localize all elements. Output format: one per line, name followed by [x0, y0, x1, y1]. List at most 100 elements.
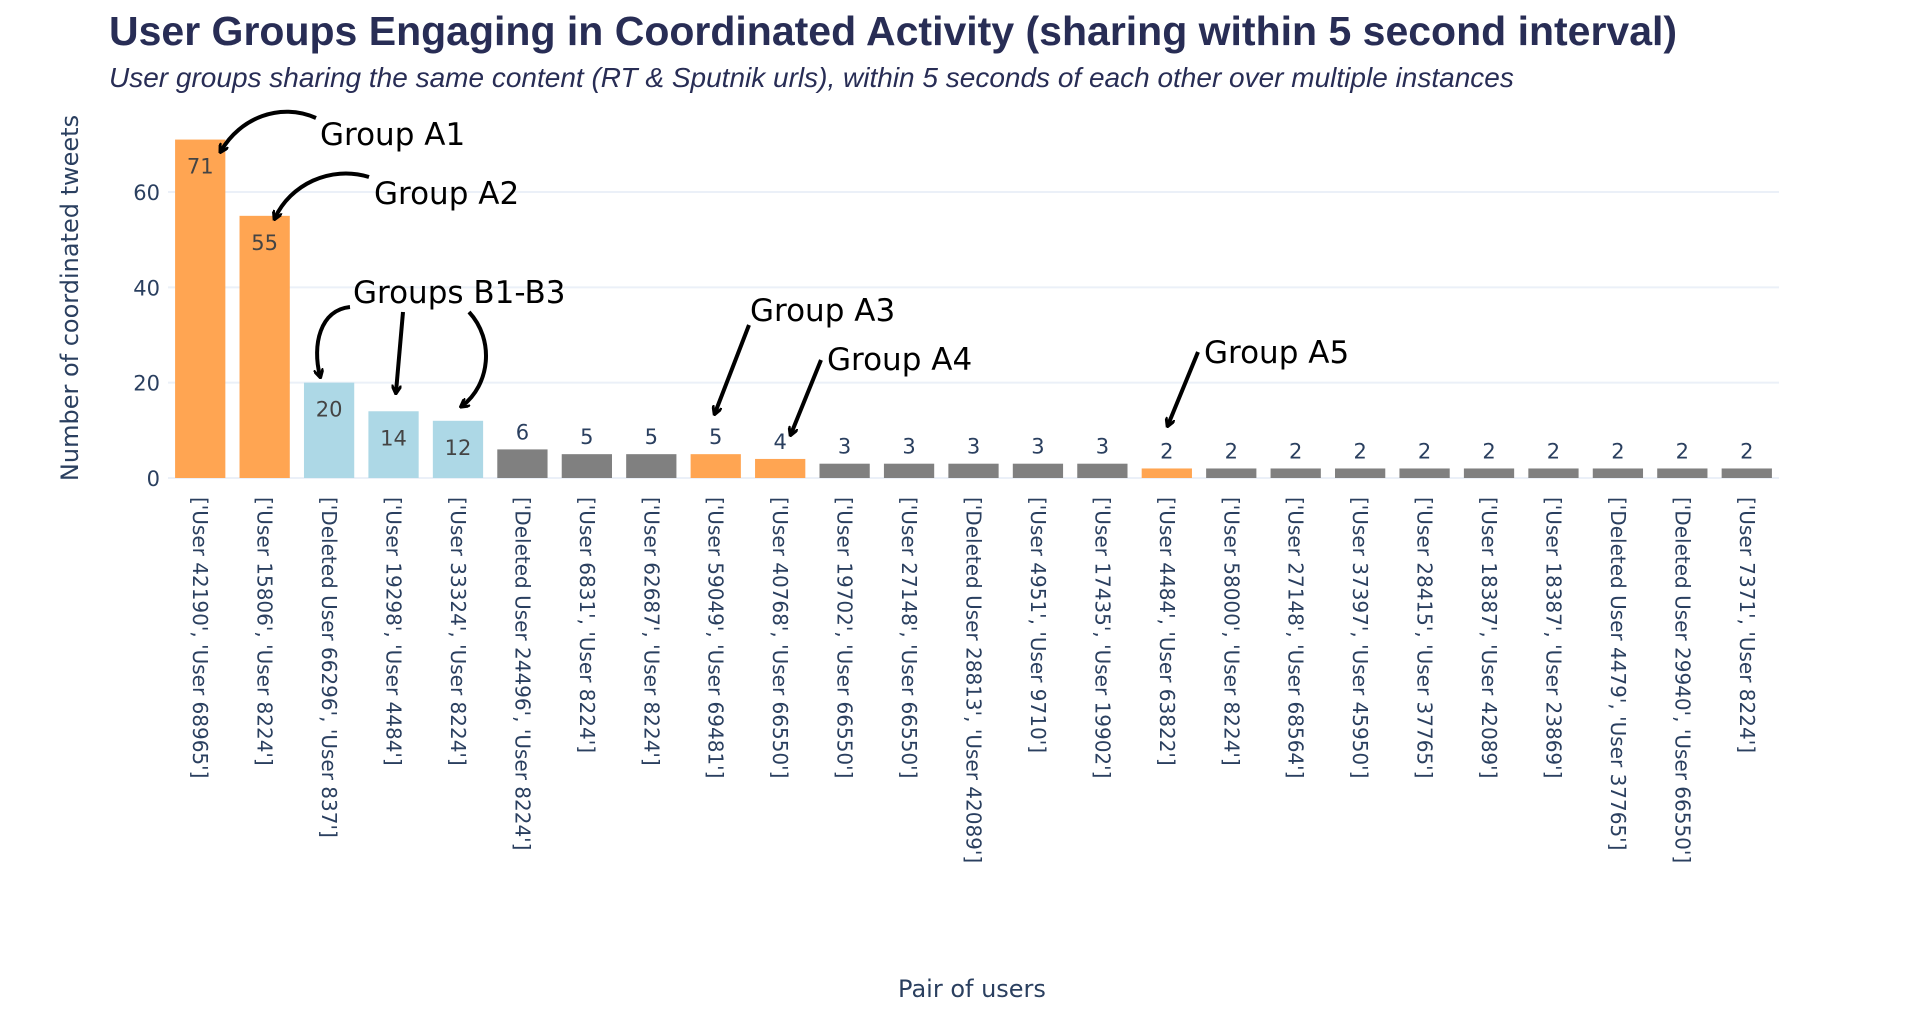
bar — [1463, 468, 1515, 478]
x-tick-label: ['User 27148', 'User 66550'] — [897, 497, 921, 778]
x-tick-label: ['User 19702', 'User 66550'] — [833, 497, 857, 778]
bar — [1721, 468, 1772, 478]
x-tick-label: ['User 7371', 'User 8224'] — [1735, 497, 1759, 753]
data-label: 2 — [1353, 439, 1366, 463]
x-tick-label: ['User 19298', 'User 4484'] — [382, 497, 406, 766]
bar — [1141, 468, 1192, 478]
bar — [1012, 463, 1064, 478]
data-label: 2 — [1289, 439, 1302, 463]
x-tick-label: ['Deleted User 28813', 'User 42089'] — [962, 497, 986, 863]
x-tick-label: ['User 33324', 'User 8224'] — [446, 497, 470, 766]
x-tick-labels: ['User 42190', 'User 68965'] ['User 15806… — [188, 497, 1759, 863]
x-axis-title: Pair of users — [898, 975, 1046, 1003]
chart-subtitle: User groups sharing the same content (RT… — [109, 62, 1514, 93]
y-tick-labels: 0 20 40 60 — [133, 181, 160, 491]
bar — [175, 139, 226, 479]
x-tick-label: ['User 6831', 'User 8224'] — [575, 497, 599, 753]
y-axis-title: Number of coordinated tweets — [56, 115, 84, 481]
data-label: 55 — [251, 231, 278, 255]
data-label: 3 — [902, 435, 915, 459]
data-label: 2 — [1740, 439, 1753, 463]
data-label: 6 — [516, 420, 529, 444]
bar — [1399, 468, 1450, 478]
data-label: 2 — [1225, 439, 1238, 463]
annotation-arrow — [715, 324, 751, 413]
data-label: 5 — [645, 425, 658, 449]
annotation-arrow — [221, 109, 317, 151]
annotation-label: Group A1 — [320, 117, 465, 153]
y-tick-label: 60 — [133, 181, 160, 205]
annotation-arrow — [1168, 351, 1200, 425]
annotation-label: Group A2 — [374, 176, 519, 212]
bar — [432, 420, 484, 478]
annotation-arrow — [791, 359, 823, 434]
bar — [819, 463, 870, 478]
x-tick-label: ['User 4951', 'User 9710'] — [1026, 497, 1050, 753]
x-tick-label: ['Deleted User 24496', 'User 8224'] — [510, 497, 534, 851]
data-label: 2 — [1676, 439, 1689, 463]
bar — [948, 463, 999, 478]
x-tick-label: ['User 40768', 'User 66550'] — [768, 497, 792, 778]
data-label: 20 — [316, 398, 343, 422]
bar — [368, 411, 419, 478]
x-tick-label: ['User 17435', 'User 19902'] — [1090, 497, 1114, 778]
x-tick-label: ['User 62687', 'User 8224'] — [639, 497, 663, 766]
x-tick-label: ['User 4484', 'User 63822'] — [1155, 497, 1179, 766]
annotation-arrow — [462, 310, 488, 406]
bar — [883, 463, 935, 478]
bars — [175, 139, 1772, 479]
bar — [690, 454, 741, 478]
data-label: 3 — [967, 435, 980, 459]
annotation-label: Group A5 — [1204, 335, 1349, 371]
data-label: 4 — [773, 430, 786, 454]
x-tick-label: ['User 37397', 'User 45950'] — [1348, 497, 1372, 778]
data-label: 2 — [1547, 439, 1560, 463]
x-tick-label: ['User 58000', 'User 8224'] — [1219, 497, 1243, 766]
annotation-label: Group A3 — [750, 293, 895, 329]
data-label: 3 — [1096, 435, 1109, 459]
bar — [1528, 468, 1579, 478]
data-label: 2 — [1611, 439, 1624, 463]
data-label: 5 — [580, 425, 593, 449]
data-label: 14 — [380, 426, 407, 450]
x-tick-label: ['User 28415', 'User 37765'] — [1413, 497, 1437, 778]
annotation-label: Group A4 — [827, 342, 972, 378]
annotation-label: Groups B1-B3 — [353, 275, 565, 311]
x-tick-label: ['Deleted User 4479', 'User 37765'] — [1606, 497, 1630, 851]
annotations: Group A1 Group A2 Groups B1-B3 Group A3 Grou… — [221, 109, 1349, 434]
bar — [1077, 463, 1128, 478]
bar — [755, 458, 806, 478]
bar — [626, 454, 677, 478]
data-label: 5 — [709, 425, 722, 449]
x-tick-label: ['User 18387', 'User 23869'] — [1541, 497, 1565, 778]
x-tick-label: ['User 27148', 'User 68564'] — [1284, 497, 1308, 778]
data-label: 71 — [187, 155, 214, 179]
bar — [1592, 468, 1644, 478]
data-label: 2 — [1160, 439, 1173, 463]
bar — [239, 215, 290, 479]
bar — [497, 449, 548, 478]
y-tick-label: 0 — [147, 467, 160, 491]
x-tick-label: ['User 18387', 'User 42089'] — [1477, 497, 1501, 778]
data-label: 2 — [1482, 439, 1495, 463]
x-tick-label: ['User 42190', 'User 68965'] — [188, 497, 212, 778]
data-label: 3 — [1031, 435, 1044, 459]
chart-title: User Groups Engaging in Coordinated Acti… — [109, 8, 1678, 54]
y-tick-label: 20 — [133, 372, 160, 396]
bar — [1206, 468, 1257, 478]
data-label: 12 — [445, 436, 472, 460]
x-tick-label: ['Deleted User 66296', 'User 837'] — [317, 497, 341, 838]
bar — [1270, 468, 1321, 478]
bar — [561, 454, 612, 478]
x-tick-label: ['Deleted User 29940', 'User 66550'] — [1670, 497, 1694, 863]
annotation-arrow — [275, 171, 370, 218]
bar — [1657, 468, 1708, 478]
annotation-arrow — [317, 305, 351, 376]
bar — [303, 382, 355, 478]
bar — [1335, 468, 1386, 478]
annotation-arrow — [396, 311, 405, 392]
x-tick-label: ['User 15806', 'User 8224'] — [253, 497, 277, 766]
data-label: 2 — [1418, 439, 1431, 463]
